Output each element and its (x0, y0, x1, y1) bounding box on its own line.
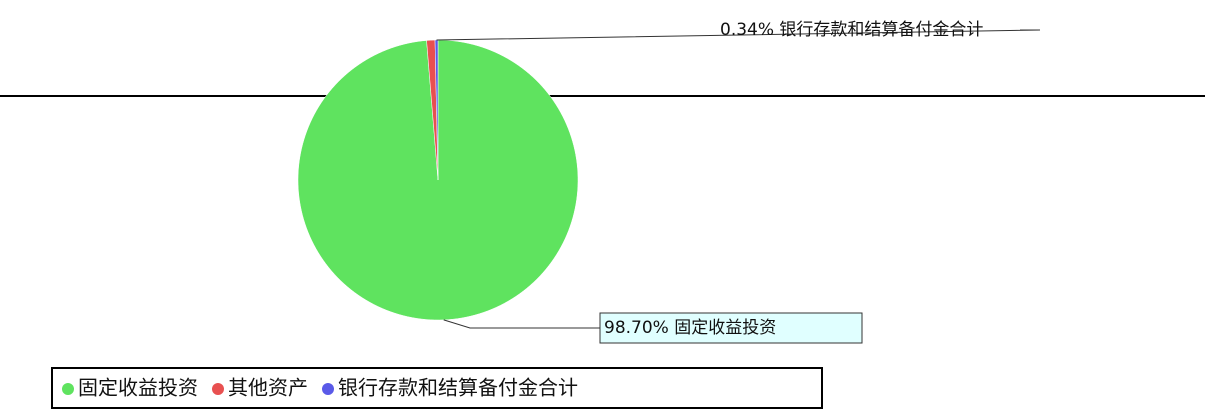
legend-swatch (62, 383, 74, 395)
legend-label: 银行存款和结算备付金合计 (338, 376, 578, 400)
callout-line (436, 29, 1041, 41)
value-label: 98.70% (604, 318, 669, 338)
legend-label: 其他资产 (228, 376, 308, 400)
callout-label: 0.34% 银行存款和结算备付金合计 (720, 20, 983, 40)
legend-box (51, 367, 823, 409)
legend-swatch (322, 383, 334, 395)
category-label: 银行存款和结算备付金合计 (779, 20, 983, 40)
legend: 固定收益投资 其他资产 银行存款和结算备付金合计 (51, 367, 823, 409)
callout-text: 98.70% 固定收益投资 (604, 318, 776, 338)
legend-swatch (212, 383, 224, 395)
callout-line (443, 319, 600, 329)
value-label: 0.34% (720, 20, 774, 40)
legend-label: 固定收益投资 (78, 376, 198, 400)
callout-text: 0.34% 银行存款和结算备付金合计 (720, 20, 983, 40)
callout-label: 98.70% 固定收益投资 (599, 312, 863, 344)
category-label: 固定收益投资 (674, 318, 776, 338)
callout-box (599, 312, 863, 344)
